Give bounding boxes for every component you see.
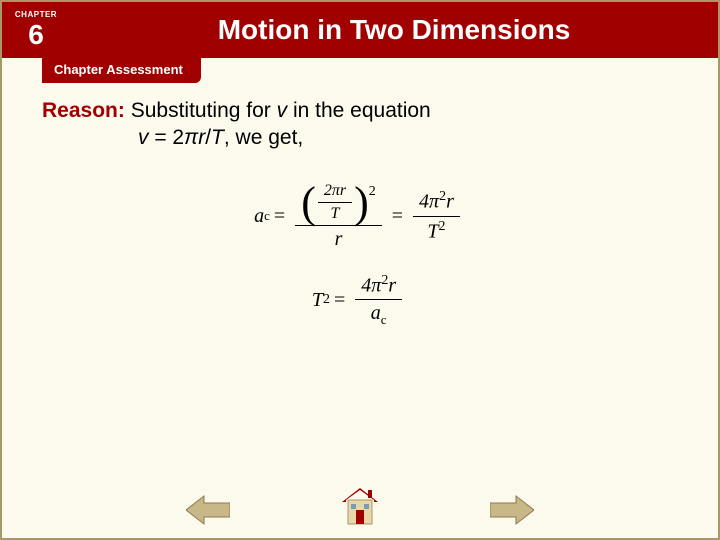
reason-line-2: v = 2πr/T, we get, [138, 124, 678, 151]
eq1-Tsq: 2 [439, 219, 446, 234]
eq1-frac-2: 4π2r T2 [413, 189, 460, 243]
reason-text-2: in the equation [287, 99, 431, 122]
eq-pi: π [184, 126, 198, 149]
chapter-box: CHAPTER 6 [2, 2, 70, 58]
eq1-pi: π [332, 182, 340, 199]
eq1-frac-1: ( 2πr T ) 2 r [295, 182, 382, 251]
arrow-right-icon [490, 494, 534, 526]
eq2-Tsq: 2 [323, 292, 330, 308]
eq2-4: 4 [361, 274, 371, 296]
equation-1: ac = ( 2πr T ) 2 r [42, 182, 678, 251]
reason-line-1: Reason: Substituting for v in the equati… [42, 97, 678, 124]
page-title: Motion in Two Dimensions [218, 14, 571, 46]
eq-T: T [211, 126, 224, 149]
equation-2: T2 = 4π2r ac [42, 273, 678, 329]
eq1-pi2: π [429, 191, 439, 213]
eq1-denom-r: r [335, 226, 343, 251]
next-button[interactable] [490, 494, 534, 526]
arrow-left-icon [186, 494, 230, 526]
eq1-rparen: ) [354, 185, 369, 220]
eq1-4: 4 [419, 191, 429, 213]
reason-v1: v [277, 99, 288, 122]
eq2-a: a [371, 302, 381, 324]
chapter-number: 6 [28, 21, 44, 49]
eq1-T2: T [427, 220, 438, 242]
eq2-c: c [381, 312, 387, 327]
eq1-pisq: 2 [439, 189, 446, 204]
eq2-T: T [312, 289, 323, 312]
slide-container: CHAPTER 6 Motion in Two Dimensions Chapt… [0, 0, 720, 540]
assessment-tab: Chapter Assessment [42, 58, 201, 83]
eq1-sq: 2 [369, 184, 376, 199]
eq1-r2: r [446, 191, 454, 213]
eq2-equals: = [334, 289, 345, 312]
eq1-c: c [264, 208, 270, 224]
eq-equals: = 2 [149, 126, 185, 149]
home-icon [340, 486, 380, 528]
eq1-equals-1: = [274, 205, 285, 228]
eq1-lparen: ( [301, 185, 316, 220]
home-button[interactable] [340, 486, 380, 528]
chapter-label: CHAPTER [15, 10, 57, 19]
eq-v: v [138, 126, 149, 149]
header-bar: CHAPTER 6 Motion in Two Dimensions [2, 2, 718, 58]
eq1-a: a [254, 205, 264, 228]
subheader: Chapter Assessment [2, 58, 718, 83]
reason-text-1: Substituting for [131, 99, 277, 122]
eq1-equals-2: = [392, 205, 403, 228]
content-area: Reason: Substituting for v in the equati… [2, 83, 718, 328]
eq1-r: r [340, 182, 346, 199]
eq2-frac: 4π2r ac [355, 273, 402, 329]
eq2-pi: π [371, 274, 381, 296]
eq-end: , we get, [224, 126, 303, 149]
eq1-2: 2 [324, 182, 332, 199]
prev-button[interactable] [186, 494, 230, 526]
sub-spacer [2, 58, 42, 83]
title-area: Motion in Two Dimensions [70, 2, 718, 58]
eq1-T: T [331, 203, 340, 223]
eq2-r: r [388, 274, 396, 296]
reason-label: Reason: [42, 99, 125, 122]
